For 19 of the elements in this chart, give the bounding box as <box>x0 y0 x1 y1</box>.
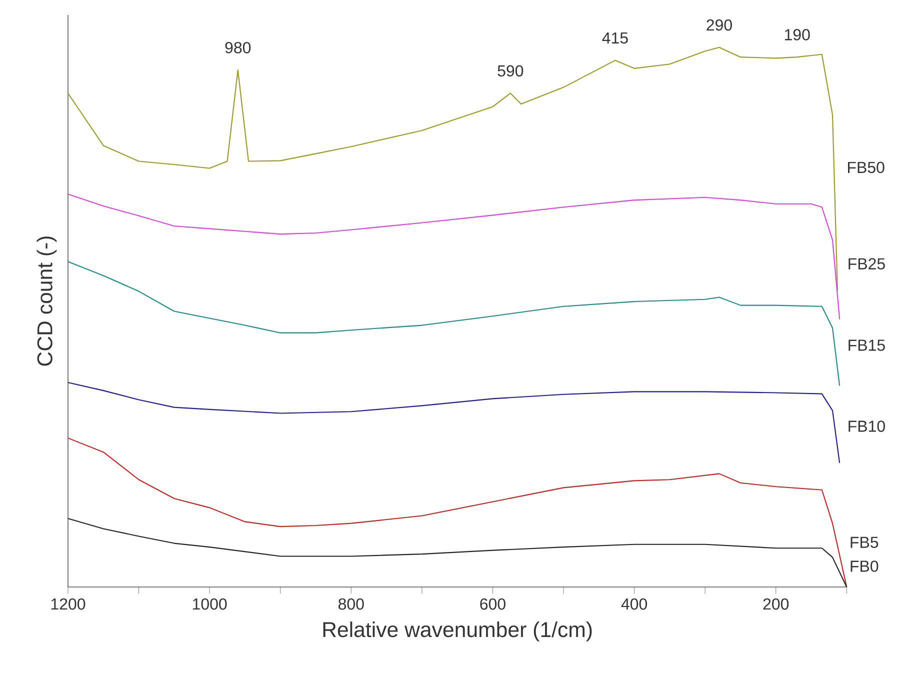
series-label: FB5 <box>850 536 878 548</box>
x-tick-label: 600 <box>480 598 506 610</box>
annotation: 190 <box>784 29 810 40</box>
series-label: FB15 <box>848 340 885 351</box>
x-tick-label: 800 <box>338 598 364 610</box>
annotation: 290 <box>706 19 732 31</box>
series-label: FB0 <box>850 560 878 572</box>
x-axis-title: Relative wavenumber (1/cm) <box>323 622 592 642</box>
x-tick-label: 1000 <box>192 598 227 610</box>
x-tick-label: 400 <box>621 598 648 610</box>
annotation: 590 <box>498 65 524 77</box>
annotation: 980 <box>225 42 251 54</box>
series-label: FB25 <box>848 258 885 270</box>
annotation: 415 <box>602 32 628 44</box>
y-axis-title: CCD count (-) <box>36 236 57 366</box>
x-tick-label: 200 <box>763 598 789 610</box>
x-tick-label: 1200 <box>51 598 86 610</box>
series-label: FB10 <box>848 420 885 432</box>
series-label: FB50 <box>848 162 884 174</box>
